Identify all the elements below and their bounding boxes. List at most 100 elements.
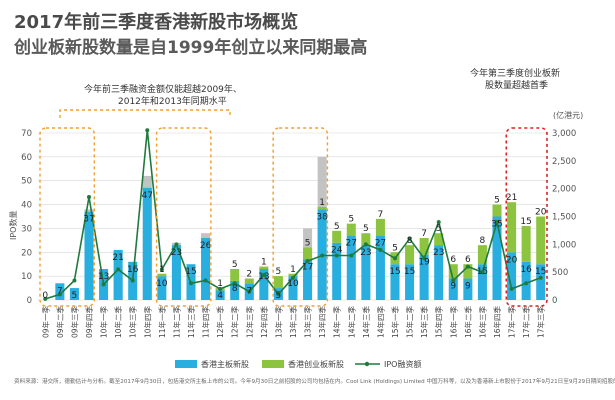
legend-swatch-ipo-dot (364, 361, 370, 367)
bar-gem (405, 245, 415, 265)
chart-subtitle: 创业板新股数量是自1999年创立以来同期最高 (13, 37, 367, 58)
data-label-gem: 8 (407, 236, 413, 246)
ipo-point (538, 275, 543, 280)
legend-main-board: 香港主板新股 (201, 359, 249, 369)
ipo-point (407, 236, 412, 241)
bar-main-board (375, 235, 385, 300)
data-label-gem: 5 (232, 260, 238, 270)
ipo-point (101, 282, 106, 287)
y-left-tick-label: 40 (21, 201, 32, 211)
bar-gem (273, 276, 283, 289)
ipo-point (130, 278, 135, 283)
ipo-point (232, 281, 237, 286)
bar-main-board (434, 245, 444, 300)
ipo-point (480, 270, 485, 275)
bar-gem (317, 206, 327, 210)
data-label-gem: 5 (494, 196, 500, 206)
data-label-gem: 5 (334, 222, 340, 232)
ipo-point (291, 275, 295, 280)
data-label-main-board: 13 (258, 272, 269, 282)
bar-main-board (477, 264, 487, 300)
source-note: 资料来源：港交所，德勤估计与分析。截至2017年9月30日，包括港交所主板上市的… (14, 377, 615, 385)
data-label-main-board: 7 (246, 286, 252, 296)
axis-layer: 01020304050607005001,0001,5002,0002,5003… (21, 129, 576, 338)
y-right-tick-label: 500 (552, 268, 568, 278)
data-label-gem: 15 (520, 217, 531, 227)
ipo-point (218, 286, 223, 291)
bar-main-board (288, 276, 298, 300)
data-label-gem: 5 (305, 239, 311, 249)
highlight-box-red (505, 127, 548, 307)
bar-gem (477, 245, 487, 265)
data-label-main-board: 17 (302, 262, 313, 272)
x-tick-label: 14年一季 (332, 306, 342, 339)
data-label-main-board: 15 (477, 267, 488, 277)
data-label-main-board: 16 (127, 265, 139, 275)
data-label-main-board: 7 (57, 286, 63, 296)
x-tick-label: 14年三季 (361, 306, 371, 339)
x-tick-label: 15年二季 (405, 306, 415, 339)
x-tick-label: 16年一季 (448, 306, 458, 339)
bar-gem (507, 202, 517, 253)
bar-main-board (303, 259, 313, 300)
bar-main-board (113, 249, 123, 300)
bar-main-board (448, 278, 458, 300)
bar-main-board (69, 288, 79, 300)
ipo-point (72, 278, 77, 283)
bar-main-board (201, 237, 211, 300)
x-tick-label: 11年三季 (186, 306, 196, 339)
bar-main-board (142, 187, 152, 300)
highlight-box-orange (155, 127, 212, 307)
data-label-main-board: 38 (316, 212, 328, 222)
data-label-main-board: 15 (185, 267, 196, 277)
legend-swatch-main-board (175, 360, 197, 368)
y-left-tick-label: 50 (21, 177, 32, 187)
ipo-point (495, 220, 499, 225)
bar-gem (434, 233, 444, 246)
bar-main-board (405, 264, 415, 300)
x-tick-label: 10年一季 (99, 306, 109, 339)
bar-gem (361, 233, 371, 246)
x-tick-label: 15年一季 (390, 306, 400, 339)
y-left-tick-label: 30 (21, 224, 32, 234)
ipo-point (305, 259, 310, 264)
ipo-point (334, 253, 339, 258)
data-label-main-board: 24 (331, 246, 343, 256)
y-left-tick-label: 0 (27, 296, 32, 306)
highlight-box-orange (39, 127, 95, 307)
annot-layer (39, 109, 548, 307)
x-tick-label: 12年四季 (259, 306, 269, 339)
x-tick-label: 13年二季 (288, 306, 298, 339)
legend: 香港主板新股 香港创业板新股 IPO融资额 (175, 359, 421, 369)
bar-main-board (536, 264, 546, 300)
bracket-connector (59, 109, 231, 118)
y-left-tick-label: 20 (21, 248, 32, 258)
bar-gem (448, 264, 458, 279)
data-label-gem: 6 (465, 255, 471, 265)
bar-gem (157, 273, 167, 277)
x-tick-label: 13年一季 (273, 306, 283, 339)
x-tick-label: 09年一季 (40, 306, 50, 339)
data-label-gem: 20 (535, 208, 547, 218)
data-label-main-board: 27 (346, 239, 357, 249)
ipo-point (276, 292, 281, 297)
data-label-gem: 5 (436, 224, 442, 234)
bar-main-board (361, 245, 371, 300)
x-tick-label: 10年二季 (113, 306, 123, 339)
ipo-point (509, 286, 514, 291)
ipo-point (378, 247, 383, 252)
bar-main-board (492, 216, 502, 300)
ipo-point (451, 278, 456, 283)
ipo-point (174, 242, 179, 247)
bar-main-board (157, 276, 167, 300)
annotation-1-line2: 2012年和2013年同期水平 (118, 95, 227, 107)
data-label-main-board: 23 (433, 248, 444, 258)
x-tick-label: 11年二季 (171, 306, 181, 339)
data-label-main-board: 9 (465, 282, 471, 292)
bar-gem (332, 230, 342, 243)
y-axis-left-label: IPO数量 (8, 211, 18, 240)
data-label-main-board: 27 (375, 239, 386, 249)
data-label-main-board: 19 (418, 258, 430, 268)
data-label-main-board: 47 (142, 191, 153, 201)
